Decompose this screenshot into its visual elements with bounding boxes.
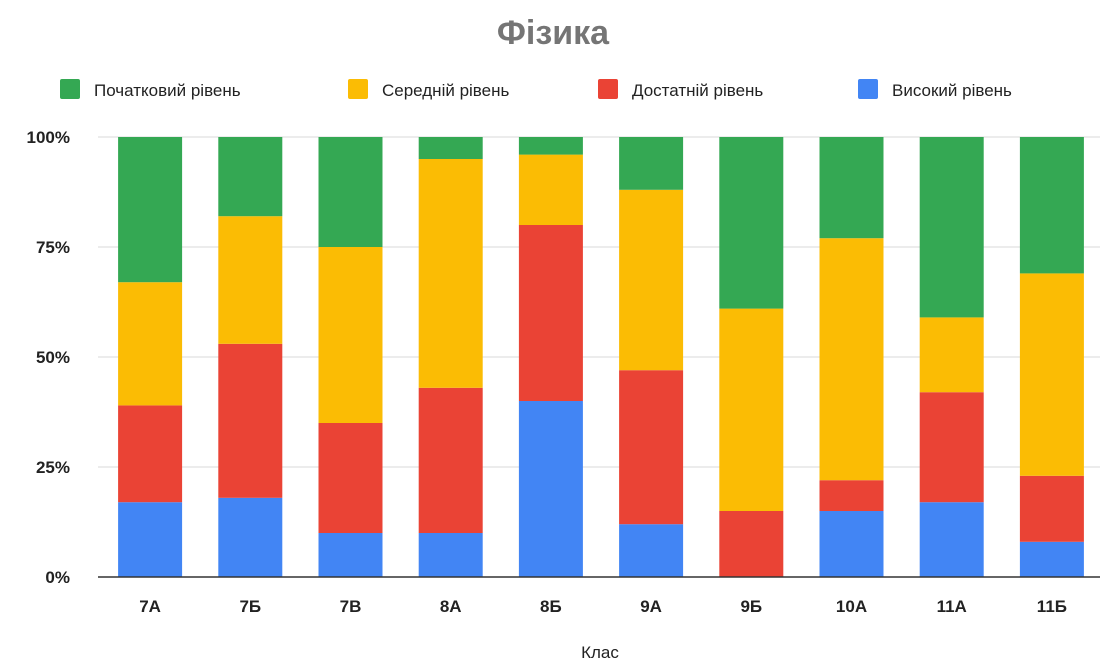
bar-segment [518, 401, 583, 577]
y-tick-label: 25% [36, 458, 70, 477]
bar-segment [619, 370, 684, 525]
bar-segment [418, 159, 483, 388]
legend-label: Середній рівень [382, 81, 509, 100]
bar-segment [719, 511, 784, 577]
bar-segment [619, 137, 684, 190]
legend-label: Початковий рівень [94, 81, 241, 100]
x-tick-label: 11Б [1037, 597, 1067, 616]
bar-segment [218, 216, 283, 344]
bar-stack [1019, 137, 1084, 577]
bar-segment [1019, 475, 1084, 542]
chart-title: Фізика [497, 14, 610, 52]
bar-segment [1019, 137, 1084, 274]
x-tick-label: 11А [937, 597, 967, 616]
bar-stack [118, 137, 183, 577]
bar-stack [218, 137, 283, 577]
bar-segment [218, 497, 283, 577]
x-tick-label: 9Б [740, 597, 762, 616]
bar-segment [518, 154, 583, 225]
bar-segment [619, 189, 684, 371]
bar-segment [118, 282, 183, 406]
legend: Початковий рівень Середній рівень Достатні… [60, 79, 1012, 100]
x-tick-label: 7А [139, 597, 161, 616]
legend-swatch [858, 79, 878, 99]
legend-label: Достатній рівень [632, 81, 763, 100]
x-axis-title: Клас [581, 643, 619, 662]
bar-stack [619, 137, 684, 577]
bar-segment [1019, 541, 1084, 577]
legend-swatch [348, 79, 368, 99]
legend-item: Високий рівень [858, 79, 1012, 100]
bar-segment [719, 308, 784, 511]
bar-segment [418, 137, 483, 159]
legend-item: Достатній рівень [598, 79, 763, 100]
bar-segment [619, 524, 684, 577]
bar-stack [919, 137, 984, 577]
y-tick-label: 100% [27, 128, 70, 147]
bar-segment [919, 317, 984, 393]
y-tick-label: 50% [36, 348, 70, 367]
bars [118, 137, 1084, 577]
bar-segment [218, 343, 283, 498]
bar-segment [118, 137, 183, 283]
bar-segment [418, 533, 483, 577]
bar-stack [719, 137, 784, 577]
bar-stack [518, 137, 583, 577]
x-axis-ticks: 7А 7Б 7В 8А 8Б 9А 9Б 10А 11А 11Б [139, 597, 1067, 616]
bar-stack [418, 137, 483, 577]
y-tick-label: 0% [45, 568, 70, 587]
bar-segment [518, 225, 583, 401]
bar-segment [118, 405, 183, 503]
bar-segment [919, 502, 984, 577]
x-tick-label: 9А [640, 597, 662, 616]
y-axis-ticks: 0% 25% 50% 75% 100% [27, 128, 70, 587]
bar-stack [819, 137, 884, 577]
legend-item: Початковий рівень [60, 79, 241, 100]
bar-segment [719, 137, 784, 309]
x-tick-label: 10А [836, 597, 867, 616]
legend-swatch [60, 79, 80, 99]
legend-item: Середній рівень [348, 79, 509, 100]
bar-segment [118, 502, 183, 577]
bar-segment [919, 137, 984, 318]
x-tick-label: 7В [340, 597, 362, 616]
legend-swatch [598, 79, 618, 99]
bar-segment [318, 137, 383, 247]
bar-segment [819, 137, 884, 239]
bar-segment [318, 533, 383, 577]
bar-segment [919, 392, 984, 503]
bar-segment [318, 423, 383, 533]
bar-segment [318, 247, 383, 423]
bar-segment [819, 511, 884, 577]
bar-segment [218, 137, 283, 217]
x-tick-label: 7Б [239, 597, 261, 616]
y-tick-label: 75% [36, 238, 70, 257]
x-tick-label: 8Б [540, 597, 562, 616]
bar-segment [518, 137, 583, 155]
legend-label: Високий рівень [892, 81, 1012, 100]
bar-segment [418, 387, 483, 533]
bar-stack [318, 137, 383, 577]
bar-segment [819, 480, 884, 511]
x-tick-label: 8А [440, 597, 462, 616]
bar-segment [819, 238, 884, 481]
bar-segment [1019, 273, 1084, 476]
